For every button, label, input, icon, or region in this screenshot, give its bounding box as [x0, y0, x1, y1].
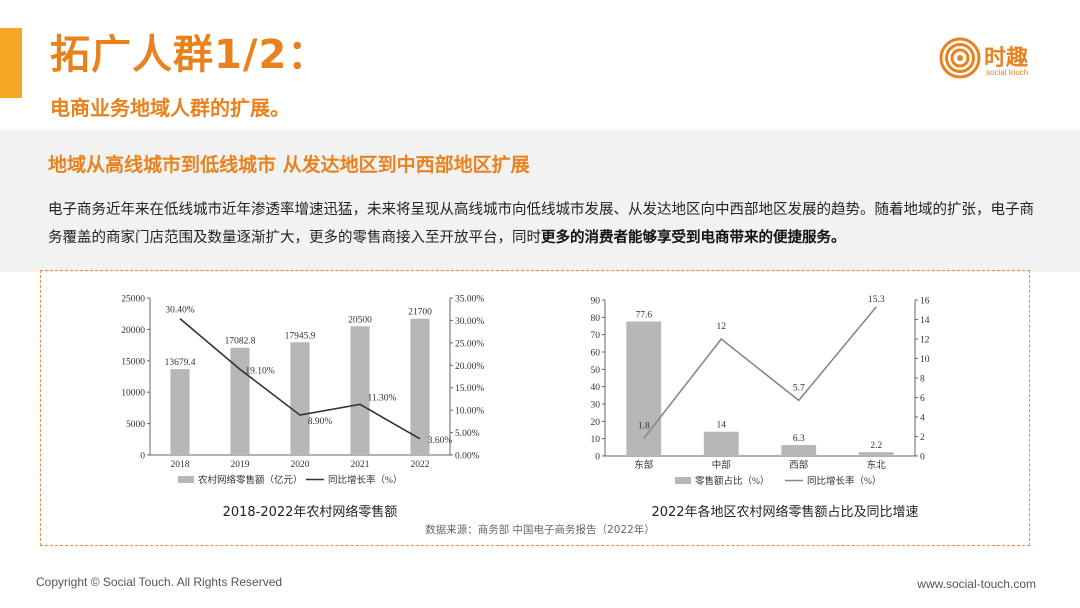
- legend-line-label: 同比增长率（%）: [807, 475, 881, 487]
- regional-share-chart: 0 10 20 30 40 50 60 70 80 90 0 2 4 6 8 10 12 14 16 77.6 东部 14…: [585, 290, 985, 490]
- x-tick-label: 东部: [634, 459, 653, 471]
- line-value-label: 8.90%: [308, 417, 333, 427]
- left-tick-label: 10: [591, 435, 601, 445]
- left-tick-label: 0: [595, 453, 600, 463]
- line-value-label: 5.7: [793, 383, 805, 393]
- legend-bar-label: 零售额占比（%）: [695, 475, 769, 487]
- bar: [781, 445, 817, 456]
- x-tick-label: 中部: [712, 459, 731, 471]
- x-tick-label: 西部: [789, 459, 808, 471]
- bar: [230, 347, 250, 455]
- bar: [410, 318, 430, 455]
- logo-name: 时趣: [984, 46, 1029, 71]
- bar: [350, 326, 370, 455]
- left-tick-label: 5000: [126, 420, 145, 430]
- chart1-caption: 2018-2022年农村网络零售额: [222, 505, 398, 520]
- x-tick-label: 2020: [291, 460, 310, 470]
- left-tick-label: 60: [591, 349, 601, 359]
- line-value-label: 3.60%: [428, 436, 453, 446]
- legend-bar-swatch: [178, 476, 194, 483]
- concentric-rings-logo-icon: [939, 37, 981, 79]
- line-value-label: 19.10%: [245, 366, 274, 376]
- growth-line: [643, 306, 877, 439]
- growth-line: [179, 318, 421, 440]
- right-tick-label: 30.00%: [455, 317, 484, 327]
- logo-tagline: social touch: [986, 68, 1029, 77]
- summary-text-bold: 更多的消费者能够享受到电商带来的便捷服务。: [541, 230, 846, 246]
- bar: [170, 369, 190, 455]
- bar: [703, 431, 739, 456]
- bar-value-label: 17945.9: [285, 331, 316, 341]
- right-tick-label: 20.00%: [455, 362, 484, 372]
- line-value-label: 1.8: [638, 421, 650, 431]
- right-tick-label: 0: [920, 453, 925, 463]
- left-tick-label: 25000: [121, 295, 145, 305]
- bar-value-label: 2.2: [870, 441, 882, 451]
- right-tick-label: 5.00%: [455, 429, 480, 439]
- bar-value-label: 13679.4: [165, 358, 196, 368]
- right-tick-label: 10: [920, 355, 930, 365]
- summary-text: 电子商务近年来在低线城市近年渗透率增速迅猛，未来将呈现从高线城市向低线城市发展、…: [48, 196, 1048, 252]
- line-value-label: 12: [717, 322, 727, 332]
- left-tick-label: 20000: [121, 326, 145, 336]
- copyright-text: Copyright © Social Touch. All Rights Res…: [36, 575, 283, 589]
- line-value-label: 15.3: [868, 295, 885, 305]
- left-tick-label: 40: [591, 383, 601, 393]
- right-tick-label: 6: [920, 394, 925, 404]
- left-tick-label: 50: [591, 366, 601, 376]
- chart2-svg: 0 10 20 30 40 50 60 70 80 90 0 2 4 6 8 10 12 14 16 77.6 东部 14…: [591, 295, 930, 487]
- bar-value-label: 6.3: [793, 434, 805, 444]
- right-tick-label: 4: [920, 414, 925, 424]
- right-tick-label: 25.00%: [455, 339, 484, 349]
- right-tick-label: 2: [920, 433, 925, 443]
- right-tick-label: 8: [920, 375, 925, 385]
- x-tick-label: 2022: [411, 460, 430, 470]
- left-tick-label: 0: [140, 452, 145, 462]
- bar: [290, 342, 310, 455]
- right-tick-label: 14: [920, 316, 930, 326]
- rural-retail-chart: 0 5000 10000 15000 20000 25000 0.00% 5.00% 10.00…: [110, 290, 510, 490]
- left-tick-label: 90: [591, 297, 601, 307]
- right-tick-label: 0.00%: [455, 452, 480, 462]
- left-tick-label: 20: [591, 418, 601, 428]
- bar-value-label: 20500: [348, 315, 372, 325]
- x-tick-label: 东北: [867, 459, 887, 471]
- legend-bar-label: 农村网络零售额（亿元）: [198, 474, 303, 486]
- brand-logo: 时趣 social touch: [938, 36, 1048, 86]
- legend-line-label: 同比增长率（%）: [328, 474, 402, 486]
- bar-value-label: 14: [717, 421, 727, 431]
- chart1-svg: 0 5000 10000 15000 20000 25000 0.00% 5.00% 10.00…: [121, 295, 484, 487]
- right-tick-label: 10.00%: [455, 407, 484, 417]
- line-value-label: 11.30%: [368, 393, 397, 403]
- data-source: 数据来源：商务部 中国电子商务报告（2022年）: [425, 524, 655, 536]
- page-title: 拓广人群1/2：: [50, 32, 329, 78]
- bar-value-label: 77.6: [635, 310, 652, 320]
- bar-value-label: 17082.8: [225, 337, 256, 347]
- x-tick-label: 2021: [351, 460, 370, 470]
- accent-bar: [0, 28, 22, 98]
- bar-value-label: 21700: [408, 308, 432, 318]
- legend-bar-swatch: [675, 477, 691, 484]
- website-link[interactable]: www.social-touch.com: [917, 577, 1036, 591]
- line-value-label: 30.40%: [165, 306, 194, 316]
- left-tick-label: 30: [591, 401, 601, 411]
- bar: [626, 321, 662, 456]
- left-tick-label: 15000: [121, 357, 145, 367]
- left-tick-label: 80: [591, 314, 601, 324]
- chart2-caption: 2022年各地区农村网络零售额占比及同比增速: [651, 505, 919, 520]
- left-tick-label: 10000: [121, 389, 145, 399]
- summary-heading: 地域从高线城市到低线城市 从发达地区到中西部地区扩展: [48, 154, 530, 176]
- right-tick-label: 35.00%: [455, 295, 484, 305]
- right-tick-label: 15.00%: [455, 384, 484, 394]
- right-tick-label: 12: [920, 336, 930, 346]
- right-tick-label: 16: [920, 297, 930, 307]
- x-tick-label: 2019: [231, 460, 250, 470]
- page-subtitle: 电商业务地域人群的扩展。: [50, 96, 290, 120]
- summary-band: [0, 130, 1080, 272]
- x-tick-label: 2018: [171, 460, 190, 470]
- charts-frame: [40, 270, 1030, 546]
- summary-text-plain: 电子商务近年来在低线城市近年渗透率增速迅猛，未来将呈现从高线城市向低线城市发展、…: [48, 202, 1034, 246]
- left-tick-label: 70: [591, 331, 601, 341]
- bar: [858, 452, 894, 456]
